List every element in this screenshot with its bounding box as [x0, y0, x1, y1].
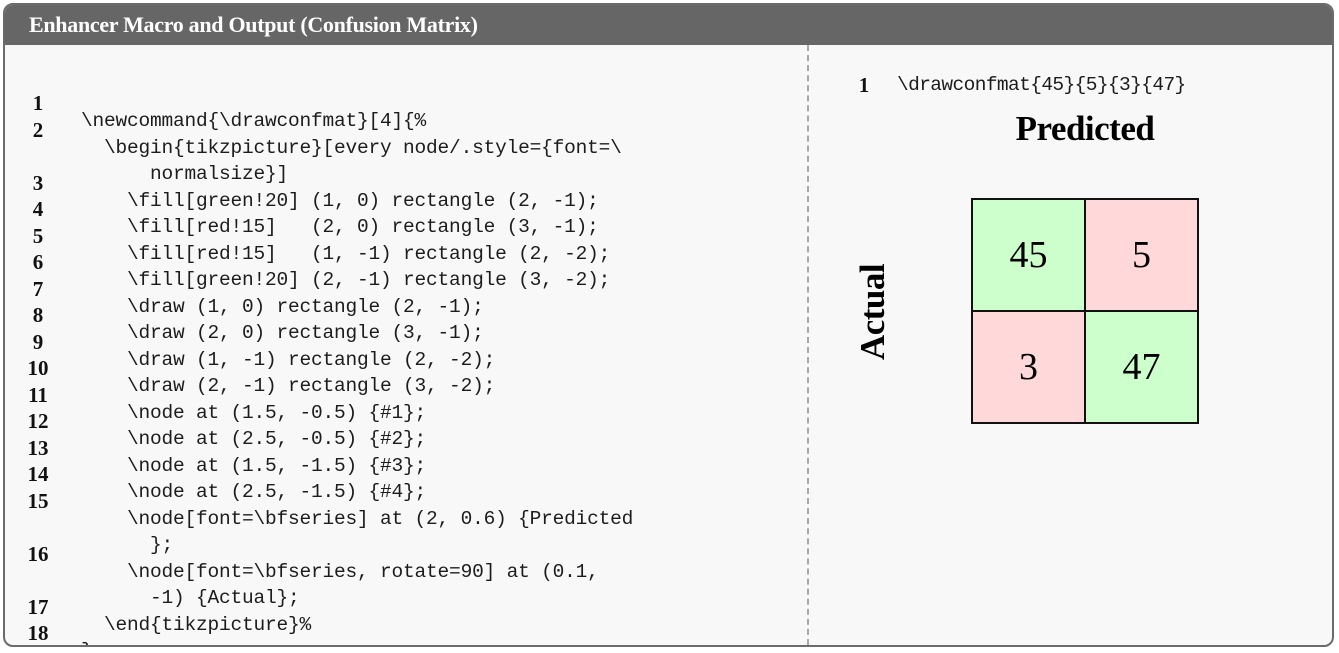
- line-number: 17: [27, 594, 49, 619]
- code-line: 1 \newcommand{\drawconfmat}[4]{%: [5, 72, 427, 132]
- output-pane: 1 \drawconfmat{45}{5}{3}{47} Predicted A…: [811, 45, 1332, 645]
- code-line: 5 \fill[red!15] (1, -1) rectangle (2, -2…: [5, 205, 611, 265]
- code-line: 2 \begin{tikzpicture}[every node/.style=…: [5, 99, 622, 186]
- line-number: 8: [32, 303, 44, 327]
- code-text: \begin{tikzpicture}[every node/.style={f…: [104, 136, 622, 186]
- line-number: 3: [32, 170, 44, 195]
- confusion-matrix: 45 5 3 47: [971, 198, 1199, 424]
- matrix-cell-true-positive: 45: [973, 200, 1085, 311]
- line-number: 4: [32, 197, 44, 221]
- code-line: 8 \draw (2, 0) rectangle (3, -1);: [5, 284, 484, 344]
- code-line: 17 \end{tikzpicture}%: [5, 576, 312, 636]
- matrix-cell-true-negative: 47: [1085, 311, 1197, 422]
- box-title: Enhancer Macro and Output (Confusion Mat…: [5, 5, 1332, 45]
- line-number: 11: [28, 382, 48, 407]
- code-text: \fill[green!20] (2, -1) rectangle (3, -2…: [81, 269, 611, 291]
- code-line: 12 \node at (2.5, -0.5) {#2};: [5, 390, 427, 450]
- matrix-cell-false-negative: 5: [1085, 200, 1197, 311]
- code-text: \node[font=\bfseries] at (2, 0.6) {Predi…: [127, 507, 634, 557]
- code-line: 4 \fill[red!15] (2, 0) rectangle (3, -1)…: [5, 178, 599, 238]
- line-number: 10: [27, 356, 49, 380]
- code-text: \node at (1.5, -0.5) {#1};: [81, 401, 427, 424]
- line-number: 18: [27, 621, 49, 645]
- code-text: \fill[red!15] (2, 0) rectangle (3, -1);: [81, 216, 599, 238]
- usage-code-listing: 1 \drawconfmat{45}{5}{3}{47}: [811, 72, 1311, 99]
- tcolorbox-figure: Enhancer Macro and Output (Confusion Mat…: [3, 3, 1334, 647]
- code-text: \newcommand{\drawconfmat}[4]{%: [81, 110, 427, 132]
- macro-code-pane: 1 \newcommand{\drawconfmat}[4]{% 2 \begi…: [5, 45, 807, 645]
- code-text: \draw (1, -1) rectangle (2, -2);: [81, 348, 496, 371]
- code-text: \node at (2.5, -1.5) {#4};: [81, 481, 427, 503]
- matrix-cell-false-positive: 3: [973, 311, 1085, 422]
- code-line: 3 \fill[green!20] (1, 0) rectangle (2, -…: [5, 152, 599, 212]
- code-text: \draw (2, -1) rectangle (3, -2);: [81, 375, 496, 397]
- dashed-divider: [807, 45, 809, 645]
- line-number: 6: [32, 250, 44, 274]
- code-line: 11 \node at (1.5, -0.5) {#1};: [5, 364, 426, 424]
- code-text: \node at (2.5, -0.5) {#2};: [81, 428, 427, 450]
- code-text: \draw (1, 0) rectangle (2, -1);: [81, 295, 484, 318]
- code-text: \fill[red!15] (1, -1) rectangle (2, -2);: [81, 242, 611, 265]
- line-number: 9: [32, 329, 44, 354]
- code-line: 10 \draw (2, -1) rectangle (3, -2);: [5, 337, 496, 397]
- code-line: 13 \node at (1.5, -1.5) {#3};: [5, 417, 427, 477]
- code-line: 15 \node[font=\bfseries] at (2, 0.6) {Pr…: [5, 470, 634, 557]
- line-number: 1: [858, 73, 870, 97]
- code-line: 7 \draw (1, 0) rectangle (2, -1);: [5, 258, 484, 318]
- line-number: 15: [27, 488, 49, 513]
- line-number: 7: [32, 276, 44, 301]
- code-line: 9 \draw (1, -1) rectangle (2, -2);: [5, 311, 496, 371]
- predicted-axis-label: Predicted: [1015, 109, 1155, 148]
- line-number: 5: [32, 223, 44, 248]
- line-number: 1: [32, 91, 44, 115]
- line-number: 12: [27, 409, 49, 433]
- code-line: 18 }: [5, 602, 93, 645]
- line-number: 2: [32, 117, 44, 142]
- code-text: \node[font=\bfseries, rotate=90] at (0.1…: [127, 560, 599, 610]
- code-line: 16 \node[font=\bfseries, rotate=90] at (…: [5, 523, 599, 610]
- code-text: \drawconfmat{45}{5}{3}{47}: [897, 74, 1186, 96]
- code-line: 6 \fill[green!20] (2, -1) rectangle (3, …: [5, 231, 611, 291]
- actual-axis-label: Actual: [853, 263, 892, 361]
- line-number: 16: [27, 541, 49, 566]
- code-text: \node at (1.5, -1.5) {#3};: [81, 454, 427, 477]
- line-number: 14: [27, 462, 49, 486]
- box-body: 1 \newcommand{\drawconfmat}[4]{% 2 \begi…: [5, 45, 1332, 645]
- code-text: \draw (2, 0) rectangle (3, -1);: [81, 322, 484, 344]
- code-text: \fill[green!20] (1, 0) rectangle (2, -1)…: [81, 189, 599, 212]
- macro-code-listing: 1 \newcommand{\drawconfmat}[4]{% 2 \begi…: [5, 72, 634, 645]
- code-text: }: [81, 638, 93, 645]
- code-text: \end{tikzpicture}%: [81, 613, 312, 636]
- code-line: 14 \node at (2.5, -1.5) {#4};: [5, 443, 427, 503]
- line-number: 13: [27, 435, 49, 460]
